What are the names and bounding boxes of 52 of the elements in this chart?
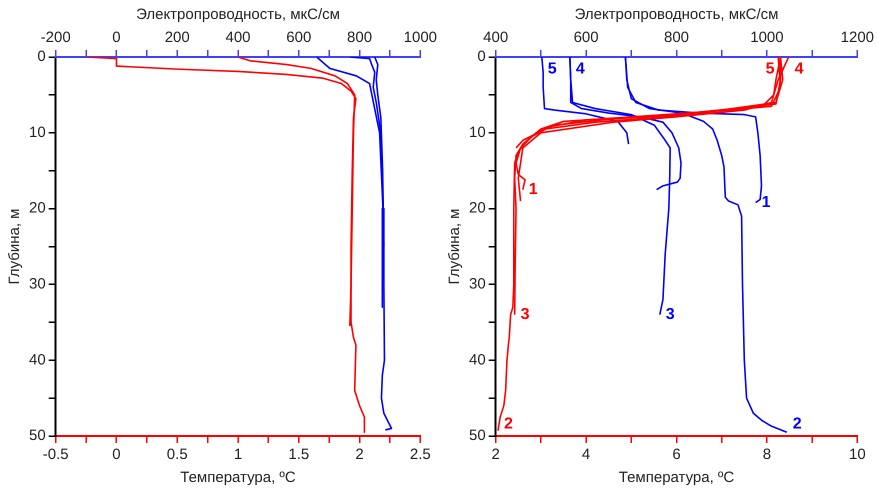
x2-axis-title: Электропроводность, мкС/см (574, 6, 778, 24)
x-tick-label: 1.5 (288, 446, 310, 464)
x-axis-title: Температура, ºC (618, 469, 734, 486)
y-tick-label: 40 (28, 351, 46, 368)
series-label: 1 (528, 181, 538, 198)
x-axis-title: Температура, ºC (180, 469, 296, 486)
x-tick-label: 0.5 (166, 446, 188, 464)
x2-tick-label: -200 (40, 29, 71, 46)
series-label: 2 (504, 415, 513, 432)
series-label: 4 (576, 60, 585, 78)
y-tick-label: 0 (37, 48, 46, 66)
x-tick-label: 0 (112, 446, 121, 464)
x-tick-label: 8 (762, 446, 772, 464)
series-label: 4 (794, 60, 804, 78)
x2-axis-title: Электропроводность, мкС/см (136, 6, 340, 24)
y-tick-label: 10 (468, 124, 486, 141)
y-axis-title: Глубина, м (446, 208, 464, 284)
x2-tick-label: 1000 (404, 29, 438, 46)
x2-tick-label: 200 (164, 29, 190, 46)
x-tick-label: -0.5 (42, 446, 69, 464)
x-tick-label: 2.5 (410, 446, 431, 464)
series-label: 3 (520, 306, 530, 324)
y-tick-label: 20 (28, 200, 46, 217)
y-tick-label: 30 (28, 276, 46, 293)
y-tick-label: 20 (468, 200, 486, 217)
x2-tick-label: 400 (225, 29, 251, 46)
series-label: 3 (666, 306, 675, 324)
x2-tick-label: 800 (347, 29, 372, 46)
y-tick-label: 50 (28, 427, 46, 444)
x2-tick-label: 600 (574, 29, 599, 46)
x-tick-label: 6 (672, 446, 681, 464)
x2-tick-label: 800 (664, 29, 690, 46)
x-tick-label: 2 (355, 446, 364, 464)
x2-tick-label: 1000 (750, 29, 784, 46)
x2-tick-label: 1200 (840, 29, 874, 46)
x-tick-label: 10 (848, 446, 866, 464)
x-tick-label: 1 (234, 446, 242, 464)
series-label: 5 (766, 60, 775, 78)
y-tick-label: 10 (28, 124, 46, 141)
x-tick-label: 4 (582, 446, 590, 464)
y-tick-label: 50 (468, 427, 486, 444)
x2-tick-label: 0 (112, 29, 121, 46)
y-tick-label: 30 (468, 276, 486, 293)
x-tick-label: 2 (492, 446, 500, 464)
series-label: 5 (548, 60, 557, 78)
series-label: 1 (762, 194, 771, 211)
y-tick-label: 40 (468, 351, 486, 368)
x2-tick-label: 400 (483, 29, 508, 46)
y-axis-title: Глубина, м (6, 208, 24, 284)
series-label: 2 (792, 415, 802, 432)
x2-tick-label: 600 (286, 29, 312, 46)
y-tick-label: 0 (477, 48, 486, 66)
